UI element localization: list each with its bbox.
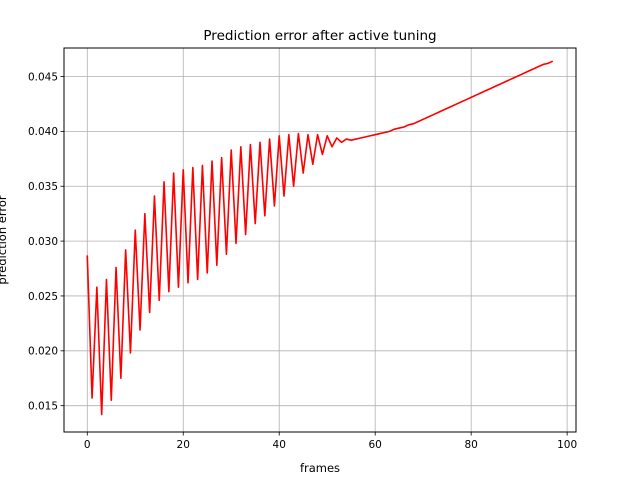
y-tick-label: 0.020 [28, 346, 58, 358]
y-tick-label: 0.045 [28, 71, 58, 83]
x-tick-label: 100 [557, 439, 577, 451]
y-tick-label: 0.035 [28, 181, 58, 193]
prediction-error-line [86, 60, 554, 416]
x-tick-label: 40 [273, 439, 286, 451]
y-tick-label: 0.015 [28, 400, 58, 412]
plot-frame [63, 47, 577, 433]
x-tick-label: 20 [177, 439, 190, 451]
chart-title: Prediction error after active tuning [203, 28, 436, 44]
y-axis-label: prediction error [0, 195, 9, 284]
series-layer [86, 60, 554, 416]
x-tick-label: 0 [84, 439, 91, 451]
ticks: 0 20 40 60 80 100 0.015 0.020 0.025 0.030 0.035 0.0… [28, 71, 577, 451]
x-axis-label: frames [300, 461, 340, 475]
y-tick-label: 0.030 [28, 236, 58, 248]
grid [64, 48, 576, 432]
x-tick-label: 80 [464, 439, 477, 451]
y-tick-label: 0.025 [28, 291, 58, 303]
x-tick-label: 60 [368, 439, 381, 451]
y-tick-label: 0.040 [28, 126, 58, 138]
